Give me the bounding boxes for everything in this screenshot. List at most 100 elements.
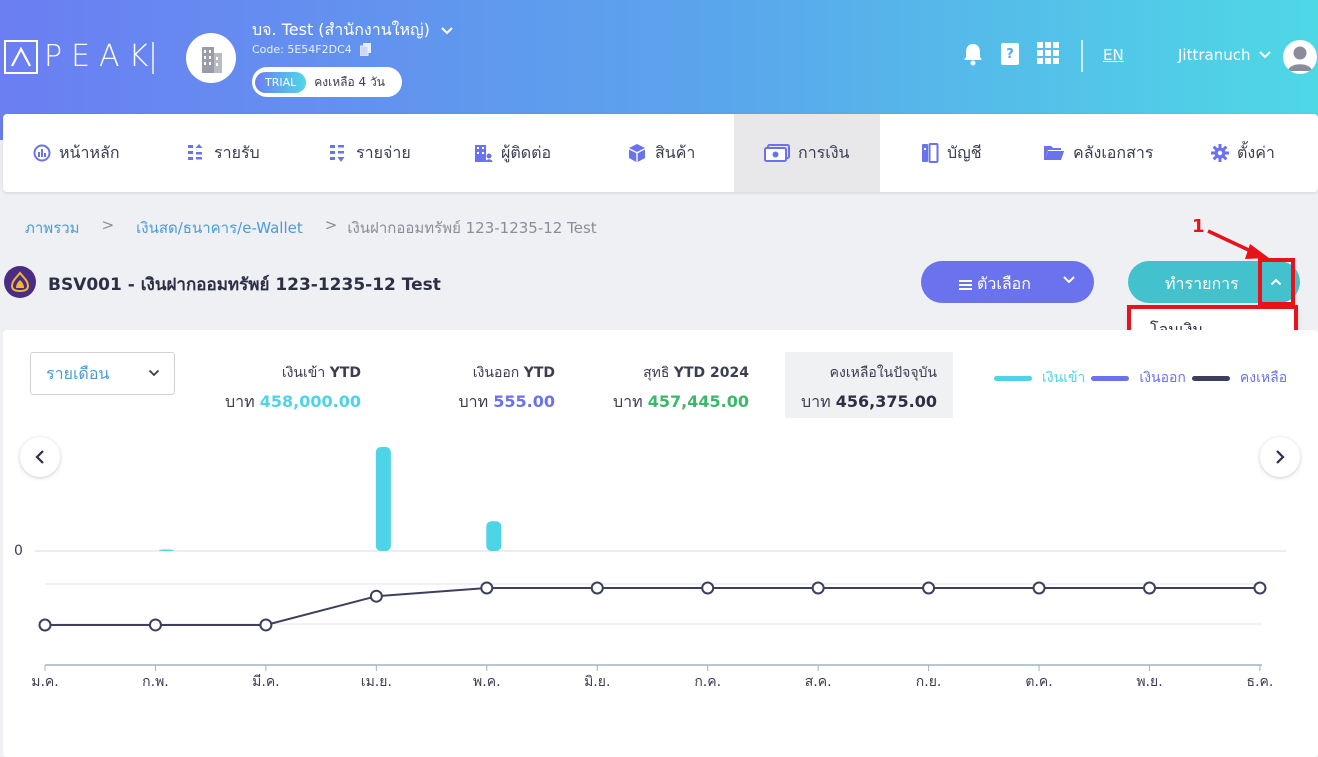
balance-point bbox=[1253, 581, 1267, 595]
options-button[interactable]: ตัวเลือก bbox=[921, 261, 1094, 303]
transaction-label: ทำรายการ bbox=[1165, 274, 1239, 293]
stat-money-out: เงินออก YTD บาท 555.00 bbox=[458, 362, 555, 415]
user-name: Jittranuch bbox=[1178, 46, 1251, 64]
gear-icon bbox=[1211, 144, 1229, 162]
user-avatar[interactable] bbox=[1283, 40, 1317, 74]
stat-balance: คงเหลือในปัจจุบัน บาท 456,375.00 bbox=[801, 362, 937, 415]
page-title: BSV001 - เงินฝากออมทรัพย์ 123-1235-12 Te… bbox=[48, 275, 441, 295]
balance-point bbox=[811, 581, 825, 595]
chevron-left-icon bbox=[35, 450, 44, 464]
chart-prev-button[interactable] bbox=[20, 437, 60, 477]
bar-money-in bbox=[158, 549, 174, 551]
account-book-icon bbox=[922, 143, 939, 163]
folder-icon bbox=[1044, 146, 1064, 160]
balance-point bbox=[259, 618, 273, 632]
breadcrumb-separator: > bbox=[324, 216, 338, 234]
product-box-icon bbox=[629, 144, 645, 162]
stat-label: เงินออก YTD bbox=[472, 365, 555, 381]
chevron-down-icon bbox=[1259, 51, 1272, 59]
money-icon bbox=[764, 144, 790, 162]
language-switch[interactable]: EN bbox=[1103, 46, 1124, 64]
nav-item-dashboard[interactable]: หน้าหลัก bbox=[33, 114, 120, 192]
expense-icon bbox=[330, 145, 345, 162]
stat-label: เงินเข้า YTD bbox=[281, 365, 361, 381]
copy-icon[interactable] bbox=[359, 43, 371, 56]
user-icon bbox=[1288, 46, 1312, 71]
header-divider-right bbox=[1081, 40, 1083, 72]
x-tick-label: ส.ค. bbox=[805, 674, 832, 690]
balance-point bbox=[701, 581, 715, 595]
x-tick-label: ธ.ค. bbox=[1247, 674, 1274, 690]
nav-label: บัญชี bbox=[947, 142, 982, 162]
nav-item-documents[interactable]: คลังเอกสาร bbox=[1043, 114, 1153, 192]
x-tick-label: พ.ค. bbox=[473, 674, 501, 690]
stat-value: บาท 458,000.00 bbox=[225, 392, 361, 411]
balance-point bbox=[1143, 581, 1156, 595]
bank-emblem-icon bbox=[10, 271, 30, 293]
chevron-up-icon bbox=[1270, 278, 1281, 286]
balance-point bbox=[369, 589, 383, 603]
logo-text: PEAK bbox=[44, 39, 158, 74]
bar-money-in bbox=[486, 521, 502, 551]
balance-point bbox=[148, 618, 162, 632]
user-menu[interactable]: Jittranuch bbox=[1178, 46, 1272, 64]
balance-point bbox=[38, 618, 52, 632]
menu-icon bbox=[959, 279, 972, 290]
x-tick-label: ก.พ. bbox=[142, 674, 169, 690]
period-value: รายเดือน bbox=[46, 364, 110, 383]
nav-item-accounting[interactable]: บัญชี bbox=[921, 114, 982, 192]
company-avatar[interactable] bbox=[186, 33, 236, 83]
legend-swatch-in bbox=[994, 375, 1032, 381]
legend-label-balance[interactable]: คงเหลือ bbox=[1239, 370, 1288, 386]
stat-value: บาท 555.00 bbox=[458, 392, 555, 411]
stat-label: คงเหลือในปัจจุบัน bbox=[829, 365, 937, 381]
nav-item-products[interactable]: สินค้า bbox=[627, 114, 695, 192]
income-icon bbox=[188, 144, 203, 160]
legend-swatch-balance bbox=[1191, 375, 1230, 381]
x-tick-label: ก.ย. bbox=[916, 674, 942, 690]
peak-logo[interactable]: PEAK bbox=[4, 40, 157, 74]
bar-money-in bbox=[375, 447, 391, 551]
legend-label-out[interactable]: เงินออก bbox=[1139, 370, 1186, 386]
trial-status: TRIAL คงเหลือ 4 วัน bbox=[252, 67, 402, 97]
contacts-icon bbox=[475, 145, 493, 162]
nav-item-income[interactable]: รายรับ bbox=[186, 114, 260, 192]
chevron-down-icon bbox=[441, 26, 453, 34]
help-book-icon[interactable]: ? bbox=[1000, 42, 1020, 66]
period-select[interactable]: รายเดือน bbox=[30, 352, 175, 395]
breadcrumb-overview[interactable]: ภาพรวม bbox=[25, 219, 80, 237]
main-nav: หน้าหลัก รายรับ รายจ่าย ผู้ติดต่อ สินค้า… bbox=[3, 114, 1318, 192]
balance-point bbox=[922, 581, 936, 595]
chevron-down-icon bbox=[1063, 276, 1075, 284]
summary-panel bbox=[3, 330, 1318, 757]
chart-next-button[interactable] bbox=[1260, 437, 1300, 477]
nav-item-finance[interactable]: การเงิน bbox=[734, 114, 880, 192]
stat-balance-box bbox=[785, 352, 953, 418]
nav-label: ผู้ติดต่อ bbox=[501, 142, 552, 162]
legend-label-in[interactable]: เงินเข้า bbox=[1042, 370, 1086, 386]
breadcrumb-cash-bank[interactable]: เงินสด/ธนาคาร/e-Wallet bbox=[136, 219, 303, 237]
cashflow-chart: 0 ม.ค. ก.พ. มี.ค. เม.ย. พ.ค. มิ.ย. ก.ค. ส.ค. ก.ย.… bbox=[14, 447, 1286, 690]
nav-label: คลังเอกสาร bbox=[1073, 142, 1154, 162]
chevron-right-icon bbox=[1276, 450, 1285, 464]
breadcrumb: ภาพรวม > เงินสด/ธนาคาร/e-Wallet > เงินฝา… bbox=[25, 216, 597, 240]
nav-label: รายรับ bbox=[214, 142, 260, 162]
bank-logo bbox=[4, 266, 36, 298]
logo-mark-icon bbox=[4, 40, 38, 74]
nav-item-contacts[interactable]: ผู้ติดต่อ bbox=[473, 114, 551, 192]
annotation-highlight-toggle bbox=[1258, 258, 1295, 306]
nav-item-expense[interactable]: รายจ่าย bbox=[328, 114, 411, 192]
transaction-button[interactable]: ทำรายการ bbox=[1128, 261, 1300, 303]
dashboard-icon bbox=[33, 144, 51, 162]
company-switcher[interactable]: บจ. Test (สำนักงานใหญ่) bbox=[252, 18, 454, 43]
nav-label: หน้าหลัก bbox=[59, 142, 120, 162]
annotation-number-1: 1 bbox=[1192, 216, 1205, 237]
options-label-wrap: ตัวเลือก bbox=[959, 272, 1031, 297]
x-tick-label: มิ.ย. bbox=[584, 674, 610, 690]
x-tick-label: ก.ค. bbox=[694, 674, 721, 690]
balance-point bbox=[590, 581, 604, 595]
bell-icon[interactable] bbox=[962, 42, 984, 66]
company-name: บจ. Test (สำนักงานใหญ่) bbox=[252, 20, 430, 39]
nav-item-settings[interactable]: ตั้งค่า bbox=[1211, 114, 1275, 192]
apps-grid-icon[interactable] bbox=[1037, 42, 1059, 64]
